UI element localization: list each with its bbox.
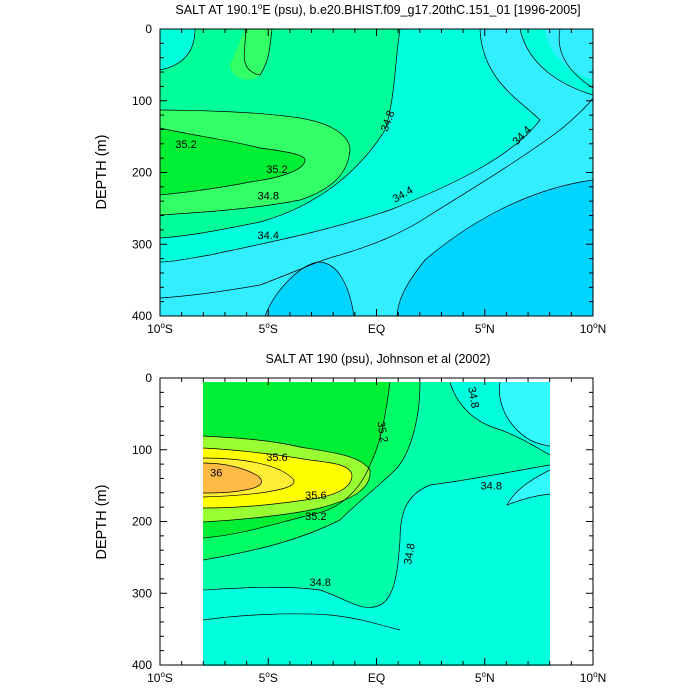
axes-bottom: 10oS 5oS EQ 5oN 10oN 0 100 200 300 400 xyxy=(132,371,606,685)
contour-label: 34.8 xyxy=(309,577,330,589)
svg-text:35.2: 35.2 xyxy=(266,164,287,176)
y-tick-label: 0 xyxy=(145,22,152,36)
contour-label: 34.8 xyxy=(258,190,279,202)
y-tick-label: 100 xyxy=(132,443,152,457)
x-tick-label: EQ xyxy=(368,671,385,685)
contour-label: 35.2 xyxy=(175,139,196,151)
svg-text:35.6: 35.6 xyxy=(266,452,287,464)
svg-text:35.2: 35.2 xyxy=(374,420,390,443)
y-tick-label: 400 xyxy=(132,658,152,672)
x-tick-label: 5oS xyxy=(259,670,278,685)
x-tick-label: 10oN xyxy=(580,321,606,336)
svg-text:35.2: 35.2 xyxy=(305,511,326,523)
chart-title-bottom: SALT AT 190 (psu), Johnson et al (2002) xyxy=(266,352,491,366)
fill-level-4-top xyxy=(230,29,272,80)
svg-text:36: 36 xyxy=(210,468,222,480)
contour-label: 35.2 xyxy=(374,420,390,443)
y-tick-label: 0 xyxy=(145,371,152,385)
contour-label: 35.2 xyxy=(305,511,326,523)
svg-text:34.8: 34.8 xyxy=(481,481,502,493)
x-tick-label: 5oN xyxy=(475,321,495,336)
svg-text:34.8: 34.8 xyxy=(402,542,418,565)
contour-label: 34.4 xyxy=(258,230,279,242)
contour-label: 36 xyxy=(210,468,222,480)
fill-fresh-ne xyxy=(499,382,550,446)
fill-fresh-sw xyxy=(160,29,195,70)
axes-top: 10oS 5oS EQ 5oN 10oN 0 100 200 300 400 xyxy=(132,22,606,336)
contour-labels-bottom: 36 35.6 35.6 35.2 35.2 34.8 34.8 34.8 34.8 xyxy=(210,386,502,589)
contour-label: 35.6 xyxy=(266,452,287,464)
chart-title-top: SALT AT 190.1oE (psu), b.e20.BHIST.f09_g… xyxy=(175,2,580,17)
x-tick-label: 5oN xyxy=(475,670,495,685)
x-tick-label: 10oN xyxy=(580,670,606,685)
contour-label: 34.8 xyxy=(402,542,418,565)
svg-text:34.8: 34.8 xyxy=(309,577,330,589)
fill-level-2-ne xyxy=(520,29,593,95)
contour-fills-bottom xyxy=(203,382,550,666)
contour-lines-top xyxy=(160,29,593,316)
contour-label: 34.8 xyxy=(465,386,481,409)
x-tick-label: 10oS xyxy=(147,670,173,685)
svg-text:34.4: 34.4 xyxy=(258,230,279,242)
y-tick-label: 300 xyxy=(132,586,152,600)
svg-text:35.6: 35.6 xyxy=(305,490,326,502)
panel-bottom: SALT AT 190 (psu), Johnson et al (2002) xyxy=(94,352,606,685)
contour-label: 35.6 xyxy=(305,490,326,502)
contour-lines-bottom xyxy=(203,382,550,631)
y-axis-label-top: DEPTH (m) xyxy=(94,135,110,210)
x-tick-label: 5oS xyxy=(259,321,278,336)
fill-level-8 xyxy=(203,463,262,493)
contour-label: 35.2 xyxy=(266,164,287,176)
svg-text:34.8: 34.8 xyxy=(258,190,279,202)
fill-fresh-deep-mid xyxy=(265,262,354,316)
svg-text:34.8: 34.8 xyxy=(465,386,481,409)
contour-label: 34.8 xyxy=(481,481,502,493)
fill-fresh-deep-east xyxy=(397,180,593,316)
y-tick-label: 300 xyxy=(132,237,152,251)
y-tick-label: 200 xyxy=(132,515,152,529)
fill-fresh-e-tongue xyxy=(507,470,550,505)
y-axis-label-bottom: DEPTH (m) xyxy=(94,485,110,560)
svg-text:35.2: 35.2 xyxy=(175,139,196,151)
x-tick-label: EQ xyxy=(368,322,385,336)
fill-level-5 xyxy=(160,128,305,195)
y-tick-label: 400 xyxy=(132,309,152,323)
y-tick-label: 100 xyxy=(132,94,152,108)
contour-fills-top xyxy=(160,29,593,316)
panel-top: SALT AT 190.1oE (psu), b.e20.BHIST.f09_g… xyxy=(94,2,606,336)
y-tick-label: 200 xyxy=(132,166,152,180)
x-tick-label: 10oS xyxy=(147,321,173,336)
